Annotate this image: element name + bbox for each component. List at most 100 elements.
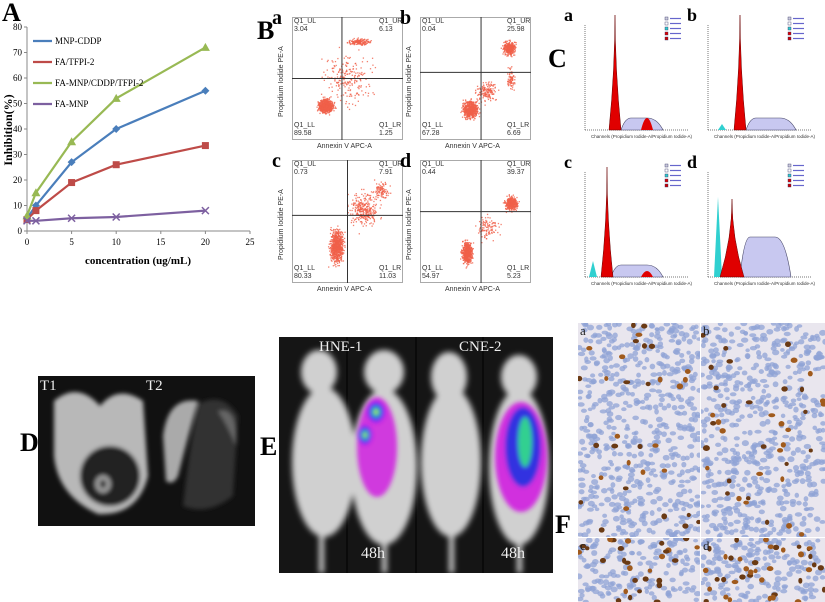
cell-cycle-histogram <box>707 163 812 278</box>
y-axis-label: Propidium Iodide PE-A <box>278 46 285 117</box>
data-point <box>200 42 210 51</box>
legend-swatch <box>664 36 669 41</box>
data-point <box>112 161 120 169</box>
cell-cycle-histogram <box>584 15 689 131</box>
x-axis-label: Annexin V APC-A <box>445 286 500 293</box>
quadrant-ur-label: Q1_UR <box>507 18 531 25</box>
subpanel-letter: d <box>703 538 710 553</box>
quadrant-lr-label: Q1_LR <box>507 122 530 129</box>
y-tick-label: 50 <box>13 99 23 109</box>
quadrant-ur-label: Q1_UR <box>507 161 531 168</box>
y-tick-label: 80 <box>13 22 23 32</box>
quadrant-lr-value: 1.25 <box>379 130 393 137</box>
legend-entry: MNP-CDDP <box>55 36 102 46</box>
legend-swatch <box>664 183 669 188</box>
data-point <box>31 188 41 197</box>
y-axis-label: Inhibition(%) <box>1 94 15 165</box>
data-point <box>201 142 209 150</box>
quadrant-ur-value: 7.91 <box>379 169 393 176</box>
quadrant-ul-label: Q1_UL <box>294 161 317 168</box>
x-axis-label: Annexin V APC-A <box>317 143 372 150</box>
data-point <box>22 216 32 225</box>
data-point <box>201 206 210 215</box>
in-vivo-imaging: HNE-1 CNE-2 48h 48h <box>279 337 553 573</box>
quadrant-ur-label: Q1_UR <box>379 18 403 25</box>
data-point <box>68 179 76 187</box>
subpanel-letter: d <box>400 150 412 172</box>
legend-swatch <box>787 168 792 173</box>
flow-scatter-plot <box>292 160 403 283</box>
s-phase-area <box>745 117 797 131</box>
x-tick-label: 0 <box>25 237 30 247</box>
s-phase-area <box>610 264 664 278</box>
y-tick-label: 40 <box>13 124 23 134</box>
time-label-left: 48h <box>361 545 385 562</box>
apoptosis-peak <box>589 261 597 277</box>
quadrant-ul-label: Q1_UL <box>294 18 317 25</box>
quadrant-ll-label: Q1_LL <box>422 122 444 129</box>
x-tick-label: 10 <box>112 237 122 247</box>
quadrant-ur-value: 6.13 <box>379 26 393 33</box>
g1-peak <box>608 15 622 131</box>
g1-peak <box>600 166 614 278</box>
data-point <box>31 216 40 225</box>
mri-label-t2: T2 <box>146 378 163 394</box>
cell-cycle-histogram <box>584 163 689 278</box>
subpanel-letter: c <box>580 538 586 553</box>
y-tick-label: 70 <box>13 48 23 58</box>
legend-entry: FA-MNP/CDDP/TFPI-2 <box>55 78 143 88</box>
y-tick-label: 60 <box>13 73 23 83</box>
quadrant-ll-label: Q1_LL <box>294 122 316 129</box>
g1-peak <box>719 198 745 278</box>
quadrant-ll-label: Q1_LL <box>422 265 444 272</box>
quadrant-ul-label: Q1_UL <box>422 18 445 25</box>
y-tick-label: 20 <box>13 175 23 185</box>
y-tick-label: 10 <box>13 201 23 211</box>
g2-peak <box>641 118 653 130</box>
legend-entry: FA/TFPI-2 <box>55 57 94 67</box>
panel-label-a: A <box>2 0 21 27</box>
data-point <box>23 216 31 224</box>
mri-label-t1: T1 <box>40 378 57 394</box>
flow-scatter-plot <box>420 17 531 140</box>
subpanel-letter: a <box>580 323 586 338</box>
x-tick-label: 25 <box>246 237 256 247</box>
legend-swatch <box>664 168 669 173</box>
quadrant-lr-label: Q1_LR <box>507 265 530 272</box>
quadrant-lr-label: Q1_LR <box>379 265 402 272</box>
legend-swatch <box>787 173 792 178</box>
quadrant-ur-value: 39.37 <box>507 169 525 176</box>
series-line-0 <box>26 89 206 219</box>
data-point <box>32 207 40 215</box>
apoptosis-peak <box>714 197 722 277</box>
panel-label-f: F <box>555 510 571 539</box>
y-axis-label: Propidium Iodide PE-A <box>406 46 413 117</box>
ihc-image <box>578 323 700 537</box>
quadrant-ll-value: 80.33 <box>294 273 312 280</box>
legend-swatch <box>787 26 792 31</box>
subpanel-letter: d <box>687 152 698 172</box>
legend-swatch <box>664 26 669 31</box>
legend-swatch <box>787 36 792 41</box>
x-tick-label: 20 <box>201 237 211 247</box>
ihc-image <box>701 323 825 537</box>
legend-swatch <box>664 31 669 36</box>
x-tick-label: 15 <box>156 237 166 247</box>
x-axis-label: Annexin V APC-A <box>445 143 500 150</box>
quadrant-lr-label: Q1_LR <box>379 122 402 129</box>
quadrant-lr-value: 6.69 <box>507 130 521 137</box>
legend-swatch <box>664 178 669 183</box>
quadrant-lr-value: 5.23 <box>507 273 521 280</box>
subpanel-letter: a <box>564 5 573 25</box>
time-label-right: 48h <box>501 545 525 562</box>
label-hne-1: HNE-1 <box>319 339 363 355</box>
quadrant-ul-value: 0.44 <box>422 169 436 176</box>
subpanel-letter: b <box>703 323 710 338</box>
quadrant-ul-value: 3.04 <box>294 26 308 33</box>
legend-swatch <box>787 163 792 168</box>
g1-peak <box>733 15 747 131</box>
quadrant-ur-value: 25.98 <box>507 26 525 33</box>
data-point <box>67 158 76 167</box>
series-line-3 <box>27 209 206 222</box>
